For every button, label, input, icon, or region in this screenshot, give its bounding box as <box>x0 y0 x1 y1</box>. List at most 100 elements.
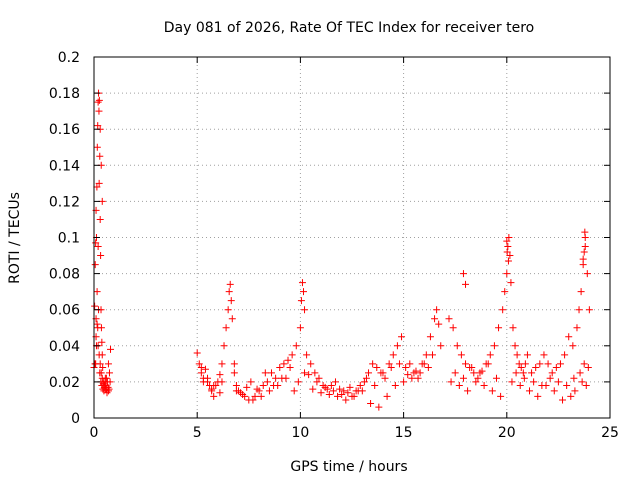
data-point <box>501 288 509 296</box>
data-point <box>578 378 586 386</box>
data-point <box>292 342 300 350</box>
x-axis-label: GPS time / hours <box>290 459 407 475</box>
data-point <box>315 374 323 382</box>
data-point <box>561 351 569 359</box>
data-point <box>199 378 207 386</box>
data-point <box>532 363 540 371</box>
data-point <box>224 306 232 314</box>
data-point <box>563 382 571 390</box>
data-point <box>381 374 389 382</box>
data-point <box>573 324 581 332</box>
data-point <box>193 349 201 357</box>
data-point <box>327 382 335 390</box>
data-point <box>402 363 410 371</box>
data-point <box>504 243 512 251</box>
data-point <box>499 306 507 314</box>
data-point <box>428 351 436 359</box>
data-point <box>336 385 344 393</box>
data-point <box>305 371 313 379</box>
data-point <box>367 400 375 408</box>
data-point <box>208 385 216 393</box>
data-point <box>506 252 514 260</box>
data-point <box>261 369 269 377</box>
data-point <box>92 239 100 247</box>
data-point <box>569 342 577 350</box>
data-point <box>422 351 430 359</box>
data-point <box>464 387 472 395</box>
data-point <box>104 360 112 368</box>
y-tick-label: 0 <box>71 411 80 427</box>
data-point <box>404 371 412 379</box>
data-point <box>91 302 99 310</box>
data-point <box>559 396 567 404</box>
data-point <box>257 392 265 400</box>
data-point <box>554 378 562 386</box>
data-point <box>284 356 292 364</box>
data-point <box>424 363 432 371</box>
data-point <box>228 315 236 323</box>
data-point <box>222 324 230 332</box>
data-point <box>227 297 235 305</box>
data-point <box>95 351 103 359</box>
data-point <box>294 378 302 386</box>
data-point <box>484 360 492 368</box>
data-point <box>225 288 233 296</box>
data-point <box>523 351 531 359</box>
data-point <box>433 306 441 314</box>
data-points <box>90 89 593 411</box>
data-point <box>453 342 461 350</box>
data-point <box>445 315 453 323</box>
data-point <box>474 374 482 382</box>
data-point <box>383 392 391 400</box>
y-tick-label: 0.16 <box>49 122 80 138</box>
data-point <box>552 363 560 371</box>
data-point <box>94 324 102 332</box>
data-point <box>280 360 288 368</box>
data-point <box>210 392 218 400</box>
data-point <box>519 369 527 377</box>
data-point <box>468 363 476 371</box>
data-point <box>567 392 575 400</box>
data-point <box>556 360 564 368</box>
data-point <box>299 288 307 296</box>
data-point <box>526 387 534 395</box>
data-point <box>102 374 110 382</box>
x-tick-label: 25 <box>601 425 619 441</box>
data-point <box>218 378 226 386</box>
data-point <box>546 374 554 382</box>
data-point <box>449 324 457 332</box>
y-tick-label: 0.08 <box>49 267 80 283</box>
data-point <box>583 270 591 278</box>
data-point <box>582 382 590 390</box>
data-point <box>426 333 434 341</box>
data-point <box>96 369 104 377</box>
data-point <box>298 279 306 287</box>
data-point <box>99 385 107 393</box>
data-point <box>226 280 234 288</box>
data-point <box>406 360 414 368</box>
data-point <box>480 382 488 390</box>
data-point <box>103 389 111 397</box>
data-point <box>338 391 346 399</box>
data-point <box>358 387 366 395</box>
data-point <box>99 363 107 371</box>
y-tick-label: 0.04 <box>49 339 80 355</box>
data-point <box>309 385 317 393</box>
data-point <box>243 383 251 391</box>
data-point <box>517 363 525 371</box>
data-point <box>210 382 218 390</box>
data-point <box>317 389 325 397</box>
data-point <box>321 383 329 391</box>
x-tick-label: 0 <box>90 425 99 441</box>
data-point <box>472 378 480 386</box>
data-point <box>97 252 105 260</box>
tick-marks <box>93 56 611 419</box>
data-point <box>350 392 358 400</box>
data-point <box>504 257 512 265</box>
data-point <box>579 255 587 263</box>
data-point <box>94 98 102 106</box>
data-point <box>398 333 406 341</box>
data-point <box>325 391 333 399</box>
